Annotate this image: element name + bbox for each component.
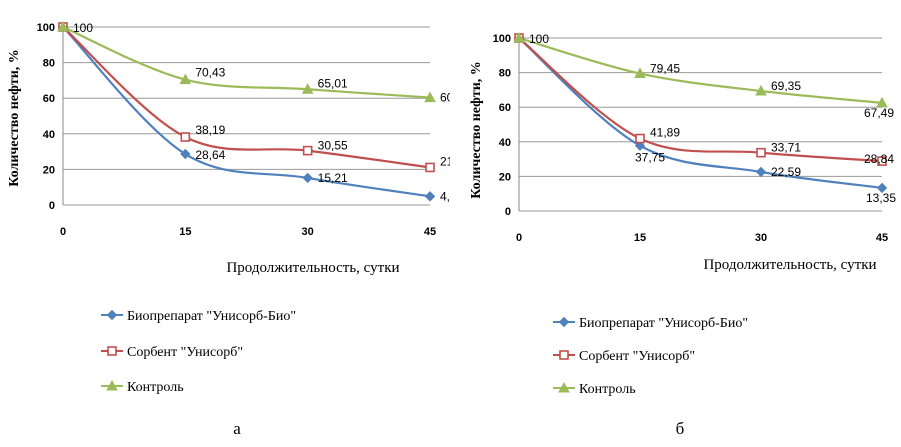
data-point-marker — [424, 191, 436, 202]
legend-marker — [106, 309, 118, 321]
legend-marker — [106, 379, 118, 391]
data-point-marker — [634, 67, 646, 79]
y-tick-label: 20 — [499, 171, 511, 183]
data-point-marker — [755, 84, 767, 96]
data-label: 28,64 — [195, 148, 225, 162]
data-point-marker — [302, 145, 313, 156]
data-point-marker — [755, 166, 767, 178]
y-tick-label: 100 — [493, 33, 511, 45]
legend-label: Контроль — [579, 382, 636, 397]
x-axis-title: Продолжительность, сутки — [226, 260, 399, 276]
y-axis-title: Количество нефти, % — [469, 61, 484, 199]
legend-marker — [558, 316, 570, 328]
data-label: 69,35 — [771, 79, 801, 93]
series-line — [62, 26, 431, 169]
series-line — [518, 36, 883, 104]
y-tick-label: 0 — [49, 200, 55, 212]
legend-marker — [558, 381, 570, 393]
data-point-marker — [180, 132, 191, 142]
x-tick-label: 0 — [516, 232, 522, 244]
x-axis-title: Продолжительность, сутки — [703, 257, 876, 273]
x-tick-label: 0 — [60, 226, 66, 238]
data-point-marker — [876, 182, 888, 194]
series-line — [518, 37, 883, 163]
data-label: 4,85 — [440, 189, 450, 203]
legend-label: Сорбент "Унисорб" — [127, 345, 243, 360]
data-point-marker — [301, 83, 314, 94]
x-tick-label: 15 — [179, 226, 191, 238]
legend-marker — [107, 346, 117, 356]
chart-caption: б — [676, 419, 685, 438]
data-point-marker — [513, 31, 525, 43]
y-tick-label: 0 — [505, 206, 511, 218]
chart-b-svg: 0 20 40 60 80 100 0 15 30 45 37,75 22,59 13,35 41,89 3… — [469, 31, 896, 438]
x-tick-label: 45 — [424, 226, 436, 238]
chart-panel-a: 0 20 40 60 80 100 0 15 30 45 28,64 15,21 4,85 38,19 30… — [0, 0, 470, 442]
data-label: 70,43 — [195, 66, 225, 80]
x-tick-label: 45 — [876, 232, 888, 244]
series-line — [518, 37, 883, 189]
data-point-marker — [756, 147, 766, 158]
y-tick-label: 100 — [37, 22, 55, 34]
data-point-marker — [302, 172, 313, 184]
y-tick-label: 40 — [499, 137, 511, 149]
data-label: 21,1 — [440, 154, 450, 168]
chart-a-svg: 0 20 40 60 80 100 0 15 30 45 28,64 15,21 4,85 38,19 30… — [7, 20, 470, 438]
data-label: 15,21 — [318, 171, 348, 185]
data-label: 67,49 — [864, 106, 894, 120]
y-tick-label: 60 — [499, 102, 511, 114]
x-tick-label: 30 — [302, 226, 314, 238]
data-point-marker — [179, 73, 192, 85]
legend-label: Контроль — [127, 380, 184, 395]
data-label: 100 — [73, 21, 93, 35]
data-point-marker — [425, 162, 435, 173]
legend-label: Биопрепарат "Унисорб-Био" — [579, 316, 748, 331]
data-point-marker — [876, 96, 888, 108]
data-label: 100 — [529, 32, 549, 46]
legend-label: Сорбент "Унисорб" — [579, 349, 695, 364]
legend-marker — [559, 350, 569, 360]
y-axis-title: Количество нефти, % — [7, 49, 22, 187]
y-tick-label: 40 — [43, 129, 55, 141]
y-tick-label: 60 — [43, 93, 55, 105]
data-label: 22,59 — [771, 165, 801, 179]
y-tick-label: 20 — [43, 164, 55, 176]
data-point-marker — [424, 91, 436, 103]
data-label: 41,89 — [650, 126, 680, 140]
series-line — [62, 26, 431, 198]
series-line — [62, 25, 431, 99]
x-tick-label: 15 — [634, 232, 646, 244]
data-point-marker — [57, 20, 69, 32]
data-label: 38,19 — [195, 123, 225, 137]
data-label: 30,55 — [318, 139, 348, 153]
data-label: 65,01 — [318, 76, 348, 90]
x-tick-label: 30 — [755, 232, 767, 244]
chart-panel-b: 0 20 40 60 80 100 0 15 30 45 37,75 22,59 13,35 41,89 3… — [450, 0, 901, 442]
data-point-marker — [877, 156, 887, 166]
y-tick-label: 80 — [43, 58, 55, 70]
data-label: 37,75 — [635, 151, 665, 165]
data-label: 60,35 — [440, 91, 450, 105]
legend-label: Биопрепарат "Унисорб-Био" — [127, 309, 296, 324]
data-point-marker — [635, 133, 645, 144]
data-label: 33,71 — [771, 141, 801, 155]
data-point-marker — [634, 140, 646, 151]
y-tick-label: 80 — [499, 68, 511, 80]
data-label: 13,35 — [866, 191, 896, 205]
data-point-marker — [180, 148, 191, 160]
chart-caption: а — [233, 419, 241, 438]
data-label: 28,84 — [864, 152, 894, 166]
data-label: 79,45 — [650, 62, 680, 76]
